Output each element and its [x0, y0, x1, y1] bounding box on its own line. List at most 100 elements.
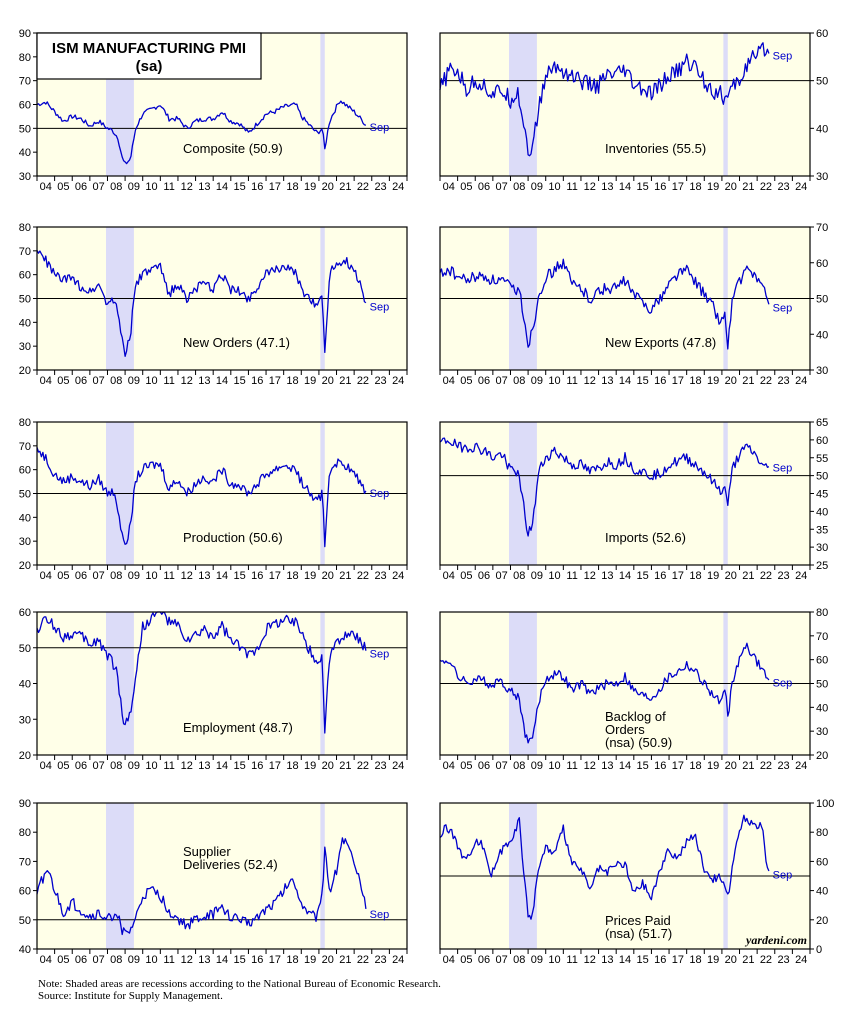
series-line — [36, 100, 367, 165]
x-tick-label: 17 — [269, 954, 281, 966]
chart-title-line2: (sa) — [136, 58, 163, 75]
x-tick-label: 18 — [689, 760, 701, 772]
x-tick-label: 20 — [322, 760, 334, 772]
x-tick-label: 05 — [57, 760, 69, 772]
x-tick-label: 15 — [636, 570, 648, 582]
y-tick-label: 30 — [19, 714, 31, 726]
x-tick-label: 18 — [689, 375, 701, 387]
y-tick-label: 35 — [816, 524, 828, 536]
x-tick-label: 19 — [707, 375, 719, 387]
x-tick-label: 15 — [233, 375, 245, 387]
x-tick-label: 11 — [566, 954, 577, 966]
plot-background — [440, 33, 810, 176]
chart-title-line1: ISM MANUFACTURING PMI — [52, 40, 246, 57]
x-tick-label: 24 — [392, 760, 404, 772]
x-tick-label: 07 — [93, 760, 105, 772]
x-tick-label: 14 — [216, 181, 228, 193]
x-tick-label: 12 — [584, 760, 596, 772]
x-tick-label: 16 — [654, 570, 666, 582]
x-tick-label: 21 — [742, 760, 754, 772]
x-tick-label: 12 — [181, 181, 193, 193]
x-tick-label: 08 — [110, 760, 122, 772]
x-tick-label: 23 — [374, 375, 386, 387]
x-tick-label: 15 — [233, 181, 245, 193]
x-tick-label: 22 — [760, 181, 772, 193]
x-tick-label: 23 — [777, 954, 789, 966]
end-label: Sep — [773, 302, 793, 314]
x-tick-label: 09 — [128, 375, 140, 387]
x-tick-label: 19 — [304, 375, 316, 387]
x-tick-label: 17 — [672, 375, 684, 387]
x-tick-label: 23 — [777, 760, 789, 772]
x-tick-label: 10 — [548, 760, 560, 772]
x-tick-label: 13 — [601, 954, 613, 966]
y-tick-label: 30 — [816, 365, 828, 377]
end-label: Sep — [370, 648, 390, 660]
x-tick-label: 22 — [357, 570, 369, 582]
x-tick-label: 06 — [478, 570, 490, 582]
y-tick-label: 60 — [19, 100, 31, 112]
x-tick-label: 18 — [286, 760, 298, 772]
x-tick-label: 11 — [566, 760, 577, 772]
recession-band — [106, 803, 134, 949]
series-label: Composite (50.9) — [183, 141, 283, 156]
x-tick-label: 24 — [795, 375, 807, 387]
y-tick-label: 50 — [816, 679, 828, 691]
y-tick-label: 80 — [19, 222, 31, 234]
y-tick-label: 70 — [816, 631, 828, 643]
plot-background — [37, 803, 407, 949]
x-tick-label: 19 — [707, 181, 719, 193]
x-tick-label: 21 — [339, 570, 351, 582]
x-tick-label: 09 — [531, 760, 543, 772]
x-tick-label: 05 — [460, 570, 472, 582]
x-tick-label: 04 — [443, 570, 455, 582]
series-line — [36, 447, 367, 548]
x-tick-label: 22 — [357, 954, 369, 966]
y-tick-label: 40 — [19, 147, 31, 159]
y-tick-label: 55 — [816, 453, 828, 465]
x-tick-label: 15 — [233, 760, 245, 772]
x-tick-label: 04 — [443, 760, 455, 772]
x-tick-label: 07 — [93, 570, 105, 582]
end-label: Sep — [370, 488, 390, 500]
x-tick-label: 04 — [40, 760, 52, 772]
x-tick-label: 07 — [496, 760, 508, 772]
x-tick-label: 21 — [742, 181, 754, 193]
x-tick-label: 20 — [322, 181, 334, 193]
series-line — [36, 250, 367, 357]
x-tick-label: 24 — [795, 181, 807, 193]
end-label: Sep — [773, 462, 793, 474]
y-tick-label: 60 — [816, 435, 828, 447]
x-tick-label: 15 — [636, 760, 648, 772]
x-tick-label: 23 — [777, 181, 789, 193]
x-tick-label: 17 — [269, 760, 281, 772]
x-tick-label: 22 — [760, 760, 772, 772]
x-tick-label: 14 — [619, 375, 631, 387]
x-tick-label: 19 — [707, 570, 719, 582]
x-tick-label: 08 — [513, 760, 525, 772]
x-tick-label: 06 — [75, 375, 87, 387]
x-tick-label: 22 — [357, 181, 369, 193]
x-tick-label: 05 — [460, 181, 472, 193]
x-tick-label: 11 — [566, 181, 577, 193]
x-tick-label: 19 — [707, 954, 719, 966]
x-tick-label: 20 — [322, 375, 334, 387]
y-tick-label: 60 — [19, 886, 31, 898]
recession-band — [509, 422, 537, 565]
x-tick-label: 08 — [110, 375, 122, 387]
x-tick-label: 21 — [339, 954, 351, 966]
y-tick-label: 40 — [816, 506, 828, 518]
x-tick-label: 07 — [93, 954, 105, 966]
x-tick-label: 07 — [496, 375, 508, 387]
x-tick-label: 17 — [672, 954, 684, 966]
x-tick-label: 04 — [443, 954, 455, 966]
y-tick-label: 80 — [19, 52, 31, 64]
chart-panel-7: 20 30 40 50 60 04 05 06 07 08 09 10 11 12 13 14 15 16 17 18… — [19, 607, 408, 772]
y-tick-label: 80 — [19, 827, 31, 839]
series-label: Prices Paid — [605, 913, 671, 928]
x-tick-label: 18 — [286, 570, 298, 582]
x-tick-label: 18 — [286, 375, 298, 387]
plot-frame — [439, 802, 811, 950]
recession-band — [509, 33, 537, 176]
